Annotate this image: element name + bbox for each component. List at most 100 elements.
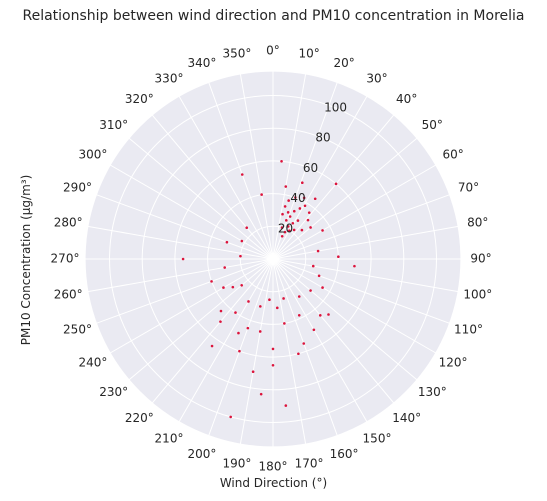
data-point (283, 230, 287, 234)
data-point (229, 415, 232, 419)
angular-grid-line-60 (272, 164, 437, 260)
data-point (238, 349, 241, 353)
angular-grid-line-210 (178, 258, 274, 423)
theta-tick-label: 10° (298, 47, 319, 61)
data-point (239, 254, 242, 258)
data-point (334, 182, 338, 186)
radial-tick-label: 60 (303, 161, 318, 175)
data-point (337, 255, 340, 259)
data-point (294, 196, 297, 199)
data-point (300, 181, 304, 184)
data-point (281, 212, 284, 216)
data-point (260, 193, 263, 196)
x-axis-label: Wind Direction (°) (219, 476, 328, 490)
angular-grid-line-80 (272, 225, 459, 260)
theta-tick-label: 80° (467, 215, 488, 229)
data-point (280, 234, 284, 238)
data-point (318, 314, 322, 317)
data-point (286, 211, 290, 214)
angular-grid-line-220 (151, 258, 274, 404)
angular-grid-line-160 (272, 258, 338, 436)
theta-tick-label: 150° (363, 432, 392, 446)
angular-grid-line-130 (272, 258, 418, 381)
data-point (317, 274, 321, 278)
data-point (283, 322, 286, 325)
data-point (240, 283, 243, 287)
angular-grid-line-250 (96, 258, 274, 324)
data-point (297, 314, 301, 317)
data-point (251, 370, 255, 374)
theta-tick-label: 310° (99, 118, 128, 132)
theta-tick-label: 260° (54, 288, 83, 302)
radial-tick-label: 20 (278, 221, 293, 235)
data-point (280, 159, 283, 163)
theta-tick-label: 130° (418, 385, 447, 399)
data-point (284, 185, 288, 188)
data-point (309, 289, 312, 292)
angular-grid-line-290 (96, 194, 274, 260)
data-point (307, 211, 311, 214)
theta-tick-label: 330° (155, 71, 184, 85)
data-point (298, 207, 302, 210)
data-point (246, 326, 250, 330)
theta-tick-label: 110° (454, 323, 483, 337)
data-point (296, 219, 300, 222)
theta-tick-label: 60° (442, 148, 463, 162)
data-point (288, 215, 292, 218)
data-point (327, 313, 330, 316)
data-point (353, 264, 356, 268)
angular-grid-line-300 (109, 164, 274, 260)
chart-title: Relationship between wind direction and … (22, 8, 525, 24)
theta-tick-label: 210° (155, 432, 184, 446)
data-point (291, 221, 295, 225)
angular-grid-line-200 (208, 258, 274, 436)
data-point (240, 173, 244, 176)
data-point (297, 352, 300, 356)
polar-spine (84, 70, 462, 448)
angular-grid-line-30 (272, 95, 368, 260)
data-point (300, 228, 304, 232)
data-point (240, 239, 244, 243)
data-point (275, 306, 279, 310)
angular-grid-line-10 (272, 73, 307, 260)
data-point (311, 264, 315, 268)
theta-tick-label: 270° (51, 252, 80, 266)
data-point (288, 229, 291, 232)
theta-tick-label: 350° (222, 47, 251, 61)
angular-grid-line-110 (272, 258, 450, 324)
data-point (321, 286, 324, 289)
theta-tick-label: 340° (187, 56, 216, 70)
data-point (231, 285, 235, 289)
y-axis-label: PM10 Concentration (μg/m³) (19, 174, 33, 346)
data-point (309, 226, 312, 229)
angular-grid-line-70 (272, 194, 450, 260)
data-point (271, 347, 275, 351)
radial-tick-label: 80 (315, 131, 330, 145)
angular-grid-line-240 (109, 258, 274, 354)
data-point (280, 226, 284, 229)
angular-grid-line-230 (128, 258, 274, 381)
data-point (306, 218, 310, 222)
radial-tick-label: 100 (324, 101, 347, 115)
angular-grid-line-170 (272, 258, 307, 445)
angular-grid-line-20 (272, 82, 338, 260)
data-point (259, 305, 262, 308)
data-point (302, 196, 306, 200)
theta-tick-label: 290° (63, 180, 92, 194)
data-point (181, 257, 185, 261)
angular-grid-line-140 (272, 258, 395, 404)
data-point (219, 320, 222, 323)
angular-grid-line-40 (272, 114, 395, 260)
data-point (283, 205, 287, 208)
data-point (312, 328, 316, 332)
angular-grid-line-280 (87, 225, 274, 260)
data-point (223, 266, 226, 269)
data-point (247, 300, 250, 303)
theta-tick-label: 280° (54, 215, 83, 229)
data-point (210, 344, 214, 348)
data-point (287, 199, 290, 202)
theta-tick-label: 50° (422, 118, 443, 132)
theta-tick-label: 160° (330, 447, 359, 461)
theta-tick-label: 240° (78, 356, 107, 370)
